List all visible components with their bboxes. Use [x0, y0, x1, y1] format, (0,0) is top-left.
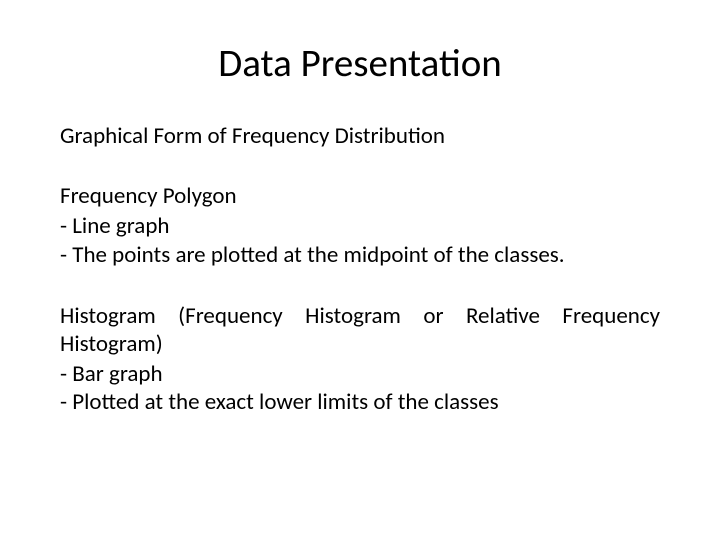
bullet-item: Line graph: [60, 212, 660, 241]
slide-title: Data Presentation: [60, 40, 660, 87]
section-heading: Frequency Polygon: [60, 182, 660, 210]
bullet-text: Bar graph: [72, 360, 162, 388]
bullet-text: The points are plotted at the midpoint o…: [72, 241, 564, 269]
section-heading: Histogram (Frequency Histogram or Relati…: [60, 302, 660, 358]
bullet-item: The points are plotted at the midpoint o…: [60, 241, 660, 270]
slide-container: Data Presentation Graphical Form of Freq…: [0, 0, 720, 540]
bullet-text: Plotted at the exact lower limits of the…: [72, 388, 498, 416]
bullet-item: Plotted at the exact lower limits of the…: [60, 388, 660, 417]
bullet-item: Bar graph: [60, 360, 660, 389]
section-frequency-polygon: Frequency Polygon Line graph The points …: [60, 182, 660, 270]
section-histogram: Histogram (Frequency Histogram or Relati…: [60, 302, 660, 418]
slide-subtitle: Graphical Form of Frequency Distribution: [60, 122, 660, 150]
bullet-text: Line graph: [72, 212, 169, 240]
